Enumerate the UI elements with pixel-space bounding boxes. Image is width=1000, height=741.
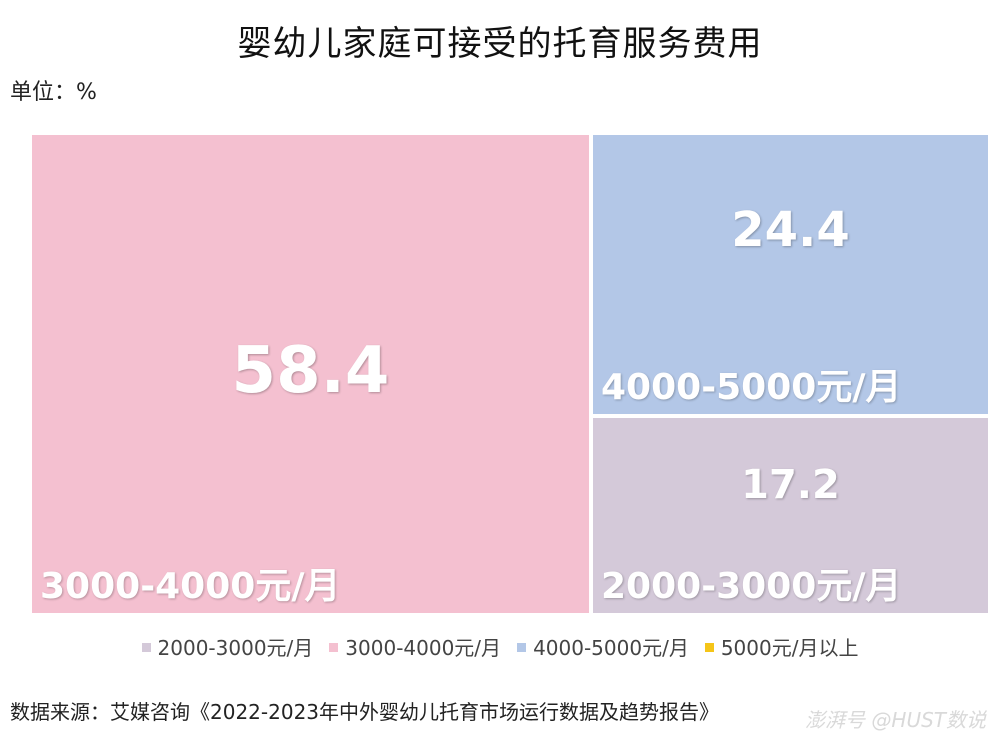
legend-label: 5000元/月以上 xyxy=(720,636,859,660)
legend-swatch-icon xyxy=(517,643,527,652)
tile-label: 3000-4000元/月 xyxy=(40,566,341,607)
treemap-chart: 58.4 3000-4000元/月 24.4 4000-5000元/月 17.2 2000… xyxy=(30,133,990,615)
tile-label: 2000-3000元/月 xyxy=(601,566,902,607)
legend-label: 4000-5000元/月 xyxy=(533,636,689,660)
treemap-tile-3000-4000: 58.4 3000-4000元/月 xyxy=(30,133,591,615)
tile-value: 58.4 xyxy=(231,334,390,408)
data-source: 数据来源：艾媒咨询《2022-2023年中外婴幼儿托育市场运行数据及趋势报告》 xyxy=(10,700,720,724)
treemap-tile-2000-3000: 17.2 2000-3000元/月 xyxy=(591,416,990,615)
legend-item-2000-3000: 2000-3000元/月 xyxy=(141,632,314,661)
treemap-tile-4000-5000: 24.4 4000-5000元/月 xyxy=(591,133,990,416)
tile-value: 17.2 xyxy=(741,462,840,508)
watermark: 澎湃号 @HUST数说 xyxy=(805,708,986,732)
tile-label: 4000-5000元/月 xyxy=(601,367,902,408)
legend-item-5000: 5000元/月以上 xyxy=(704,632,859,661)
chart-legend: 2000-3000元/月 3000-4000元/月 4000-5000元/月 5000… xyxy=(0,632,1000,661)
legend-label: 3000-4000元/月 xyxy=(345,636,502,660)
legend-swatch-icon xyxy=(329,643,339,652)
chart-title: 婴幼儿家庭可接受的托育服务费用 xyxy=(237,24,763,64)
legend-item-3000-4000: 3000-4000元/月 xyxy=(329,632,501,661)
unit-label: 单位：% xyxy=(10,80,97,105)
legend-item-4000-5000: 4000-5000元/月 xyxy=(517,632,689,661)
tile-value: 24.4 xyxy=(731,202,850,258)
legend-swatch-icon xyxy=(704,643,714,652)
legend-label: 2000-3000元/月 xyxy=(157,636,314,660)
legend-swatch-icon xyxy=(141,643,151,652)
